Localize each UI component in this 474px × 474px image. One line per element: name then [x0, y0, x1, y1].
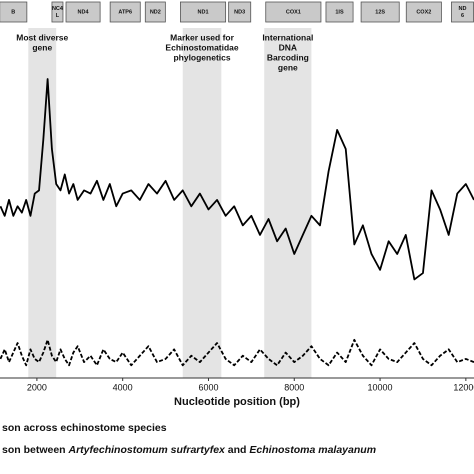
region-annotation: phylogenetics — [173, 52, 230, 62]
legend-text: son across echinostome species — [2, 422, 167, 434]
gene-label: ND2 — [150, 9, 161, 15]
gene-box — [228, 1, 252, 23]
region-annotation: Echinostomatidae — [165, 42, 238, 52]
x-tick-label: 8000 — [284, 382, 304, 392]
gene-label: ND4 — [78, 9, 90, 15]
legend-entry: son across echinostome species — [2, 422, 167, 434]
gene-box — [265, 1, 322, 23]
gene-label: COX1 — [286, 9, 301, 15]
region-annotation: Marker used for — [170, 32, 234, 42]
gene-label: B — [11, 9, 15, 15]
legend-entry: son between Artyfechinostomum sufrartyfe… — [2, 444, 376, 456]
gene-box — [51, 1, 64, 23]
gene-label: 1IS — [335, 9, 344, 15]
gene-box — [360, 1, 400, 23]
gene-box — [180, 1, 227, 23]
gene-label: ND3 — [234, 9, 245, 15]
legend-text: Echinostoma malayanum — [249, 444, 376, 456]
gene-label: ND — [459, 6, 467, 12]
gene-box — [144, 1, 166, 23]
data-line — [0, 338, 474, 367]
gene-label: NC4 — [52, 6, 64, 12]
data-line — [0, 78, 474, 281]
region-annotation: DNA — [279, 42, 297, 52]
region-annotation: gene — [32, 42, 52, 52]
region-annotation: gene — [278, 62, 298, 72]
x-tick-label: 2000 — [27, 382, 47, 392]
gene-label: ND1 — [198, 9, 209, 15]
gene-box — [405, 1, 442, 23]
gene-box — [109, 1, 141, 23]
legend-text: son between — [2, 444, 69, 456]
x-tick-label: 6000 — [198, 382, 218, 392]
region-annotation: Most diverse — [16, 32, 68, 42]
gene-label: L — [56, 13, 60, 19]
region-annotation: International — [262, 32, 313, 42]
gene-label: 12S — [375, 9, 385, 15]
gene-label: ATP6 — [118, 9, 132, 15]
region-annotation: Barcoding — [267, 52, 309, 62]
legend-text: Artyfechinostomum sufrartyfex — [68, 444, 227, 456]
x-tick-label: 10000 — [368, 382, 393, 392]
legend-text: and — [225, 444, 250, 456]
gene-box — [65, 1, 101, 23]
highlight-region — [264, 28, 312, 378]
gene-box — [325, 1, 354, 23]
gene-label: COX2 — [416, 9, 431, 15]
gene-box — [0, 1, 28, 23]
x-tick-label: 12000 — [453, 382, 474, 392]
x-axis-label: Nucleotide position (bp) — [174, 396, 300, 408]
x-tick-label: 4000 — [113, 382, 133, 392]
gene-label: 6 — [461, 13, 464, 19]
